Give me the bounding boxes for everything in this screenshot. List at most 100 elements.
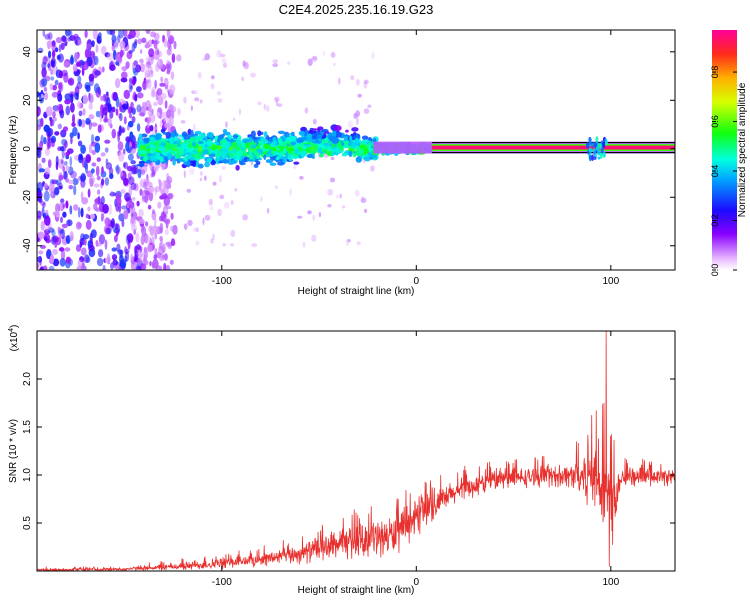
heatmap-noise-blob <box>102 203 109 214</box>
heatmap-noise-blob <box>153 254 158 261</box>
snr-y-multiplier-base: (x10 <box>9 331 20 351</box>
heatmap-cluster-blob <box>138 160 147 164</box>
heatmap-cluster-blob <box>229 150 238 154</box>
heatmap-noise-blob <box>61 69 68 77</box>
heatmap-noise-blob <box>127 106 132 115</box>
heatmap-noise-blob <box>80 247 87 256</box>
heatmap-noise-blob <box>164 122 170 128</box>
heatmap-cluster-blob <box>357 158 362 162</box>
heatmap-noise-blob <box>49 138 54 143</box>
heatmap-noise-blob <box>47 32 53 40</box>
heatmap-noise-blob <box>163 262 167 270</box>
heatmap-cluster-blob <box>193 153 202 159</box>
heatmap-noise-blob <box>137 168 142 179</box>
heatmap-noise-blob <box>114 78 121 89</box>
heatmap-faint-blob <box>263 103 266 111</box>
heatmap-faint-blob <box>367 104 372 108</box>
heatmap-cluster-blob <box>262 139 269 144</box>
heatmap-noise-blob <box>122 148 126 155</box>
heatmap-faint-blob <box>209 206 214 211</box>
heatmap-cluster-blob <box>190 129 194 137</box>
heatmap-noise-blob <box>131 206 136 214</box>
heatmap-cluster-blob <box>342 145 349 149</box>
heatmap-noise-blob <box>115 108 119 116</box>
heatmap-noise-blob <box>160 188 165 195</box>
heatmap-cluster-blob <box>221 143 226 148</box>
heatmap-faint-blob <box>146 116 152 124</box>
heatmap-faint-blob <box>208 198 213 206</box>
heatmap-noise-blob <box>76 265 84 270</box>
heatmap-cluster-blob <box>287 141 291 144</box>
heatmap-noise-blob <box>82 108 86 116</box>
heatmap-noise-blob <box>109 173 114 180</box>
heatmap-noise-blob <box>80 119 86 128</box>
heatmap-faint-blob <box>347 120 353 128</box>
heatmap-noise-blob <box>140 49 143 54</box>
heatmap-noise-blob <box>165 264 171 270</box>
heatmap-noise-blob <box>133 228 137 235</box>
heatmap-noise-blob <box>131 107 136 115</box>
heatmap-noise-blob <box>94 55 99 66</box>
heatmap-noise-blob <box>115 196 122 207</box>
heatmap-cluster-blob <box>359 148 366 152</box>
heatmap-noise-blob <box>140 235 145 246</box>
heatmap-noise-blob <box>37 256 43 263</box>
heatmap-noise-blob <box>141 189 148 200</box>
colorbar-tick-label: 0.4 <box>710 165 720 178</box>
heatmap-noise-blob <box>52 111 56 119</box>
colorbar-tick-label: 0.2 <box>710 214 720 227</box>
heatmap-cluster-blob <box>319 153 325 158</box>
heatmap-cluster-blob <box>198 145 202 152</box>
heatmap-cluster-blob <box>353 140 360 146</box>
heatmap-faint-blob <box>193 90 198 95</box>
heatmap-noise-blob <box>144 79 150 84</box>
heatmap-noise-blob <box>51 179 59 185</box>
heatmap-noise-blob <box>118 151 125 162</box>
heatmap-noise-blob <box>52 50 56 58</box>
heatmap-noise-blob <box>123 116 127 125</box>
heatmap-noise-blob <box>69 231 74 241</box>
heatmap-burst-blob <box>598 142 602 149</box>
heatmap-faint-blob <box>217 208 223 217</box>
heatmap-cluster-blob <box>304 144 312 148</box>
heatmap-cluster-blob <box>158 146 166 152</box>
heatmap-noise-blob <box>117 249 124 255</box>
heatmap-y-axis-label: Frequency (Hz) <box>8 116 19 185</box>
heatmap-noise-blob <box>151 236 155 247</box>
heatmap-noise-blob <box>111 254 118 261</box>
heatmap-noise-blob <box>139 188 143 196</box>
heatmap-cluster-blob <box>224 142 231 148</box>
heatmap-faint-blob <box>203 175 207 181</box>
snr-frame <box>36 330 676 572</box>
heatmap-cluster-blob <box>192 151 199 155</box>
heatmap-noise-blob <box>144 259 149 266</box>
heatmap-noise-blob <box>83 237 87 246</box>
heatmap-cluster-blob <box>316 134 323 140</box>
heatmap-cluster-blob <box>292 135 297 141</box>
heatmap-cluster-blob <box>284 156 289 160</box>
heatmap-faint-blob <box>210 83 215 90</box>
heatmap-cluster-blob <box>175 153 182 160</box>
heatmap-noise-blob <box>65 256 72 264</box>
heatmap-noise-blob <box>75 221 82 230</box>
heatmap-noise-blob <box>37 181 43 193</box>
heatmap-noise-blob <box>136 104 142 113</box>
heatmap-noise-blob <box>80 144 86 154</box>
heatmap-noise-blob <box>115 96 120 108</box>
heatmap-faint-blob <box>327 188 334 196</box>
heatmap-faint-blob <box>275 98 278 106</box>
heatmap-cluster-blob <box>170 132 176 138</box>
heatmap-cluster-blob <box>317 126 324 131</box>
heatmap-cluster-blob <box>263 154 267 161</box>
heatmap-noise-blob <box>85 213 90 219</box>
y-tick-label: 1.0 <box>22 468 33 482</box>
heatmap-data <box>37 30 675 270</box>
heatmap-noise-blob <box>111 106 116 113</box>
heatmap-noise-blob <box>130 216 135 225</box>
heatmap-cluster-blob <box>221 138 228 145</box>
heatmap-faint-blob <box>154 186 161 193</box>
heatmap-cluster-blob <box>140 144 145 150</box>
heatmap-noise-blob <box>132 196 136 201</box>
heatmap-noise-blob <box>64 247 71 252</box>
